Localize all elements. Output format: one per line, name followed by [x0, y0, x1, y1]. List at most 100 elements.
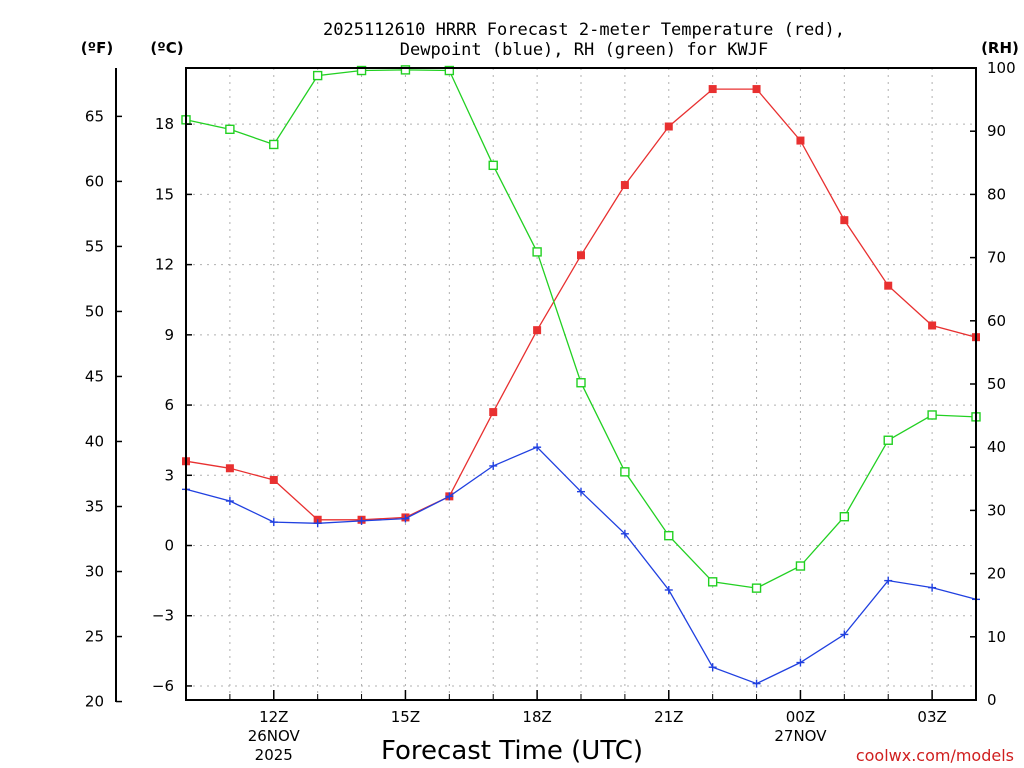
rh-point	[664, 530, 674, 541]
rh-point	[620, 467, 630, 477]
rh-point	[839, 512, 850, 522]
fahrenheit-tick-label: 20	[85, 693, 104, 711]
dewpoint-point	[708, 663, 717, 672]
rh-point	[488, 160, 498, 171]
x-tick-date-label: 26NOV	[248, 727, 301, 745]
x-tick-label: 00Z	[786, 708, 815, 726]
celsius-tick-label: 18	[155, 115, 174, 133]
x-axis-title: Forecast Time (UTC)	[381, 736, 643, 766]
x-tick-label: 12Z	[259, 708, 288, 726]
temperature-point	[620, 181, 629, 190]
rh-point	[927, 410, 937, 420]
x-tick-label: 18Z	[522, 708, 551, 726]
dewpoint-series	[182, 443, 980, 688]
fahrenheit-tick-label: 35	[85, 497, 104, 515]
chart-title-line2: Dewpoint (blue), RH (green) for KWJF	[400, 40, 768, 60]
dewpoint-point	[269, 518, 278, 527]
rh-point	[751, 583, 762, 593]
temperature-point	[796, 136, 805, 145]
dewpoint-point	[752, 679, 761, 688]
dewpoint-point	[533, 443, 542, 452]
credit-text: coolwx.com/models	[856, 746, 1014, 765]
temperature-point	[840, 216, 849, 225]
rh-axis-label: (RH)	[981, 39, 1019, 57]
rh-tick-label: 10	[987, 628, 1006, 646]
rh-tick-label: 20	[987, 565, 1006, 583]
fahrenheit-tick-label: 25	[85, 628, 104, 646]
rh-tick-label: 0	[987, 691, 997, 709]
celsius-axis-label: (ºC)	[150, 39, 183, 57]
x-tick-date-label: 27NOV	[774, 727, 827, 745]
temperature-series	[182, 85, 980, 524]
rh-point	[532, 247, 542, 257]
rh-tick-label: 50	[987, 375, 1006, 393]
rh-point	[312, 70, 323, 81]
dewpoint-point	[928, 583, 937, 592]
dewpoint-point	[401, 514, 410, 523]
dewpoint-point	[489, 461, 498, 470]
rh-point	[444, 65, 455, 76]
temperature-point	[489, 408, 498, 417]
rh-point	[225, 124, 235, 135]
series-layer	[181, 65, 981, 688]
temperature-point	[752, 85, 761, 94]
rh-tick-label: 80	[987, 185, 1006, 203]
celsius-tick-label: 15	[155, 185, 174, 203]
fahrenheit-tick-label: 40	[85, 432, 104, 450]
fahrenheit-tick-label: 60	[85, 172, 104, 190]
rh-tick-label: 100	[987, 59, 1016, 77]
grid-layer	[186, 68, 976, 700]
fahrenheit-tick-label: 45	[85, 367, 104, 385]
fahrenheit-tick-label: 55	[85, 237, 104, 255]
rh-tick-label: 30	[987, 501, 1006, 519]
temperature-point	[577, 251, 585, 260]
dewpoint-point	[577, 487, 585, 496]
celsius-tick-label: 9	[164, 326, 174, 344]
temperature-point	[708, 85, 717, 94]
fahrenheit-tick-label: 65	[85, 107, 104, 125]
x-tick-year-label: 2025	[255, 746, 293, 764]
rh-tick-label: 90	[987, 122, 1006, 140]
celsius-tick-label: 6	[164, 396, 174, 414]
rh-point	[400, 65, 411, 75]
celsius-tick-label: −6	[152, 677, 174, 695]
fahrenheit-axis-label: (ºF)	[81, 39, 113, 57]
rh-tick-label: 60	[987, 312, 1006, 330]
dewpoint-point	[445, 492, 454, 501]
rh-point	[795, 561, 806, 571]
dewpoint-point	[840, 630, 849, 639]
dewpoint-point	[313, 519, 322, 528]
fahrenheit-tick-label: 30	[85, 563, 104, 581]
rh-point	[356, 65, 367, 76]
rh-point	[883, 435, 893, 445]
temperature-point	[533, 326, 542, 335]
rh-tick-label: 40	[987, 438, 1006, 456]
temperature-point	[664, 122, 673, 131]
celsius-tick-label: 12	[155, 256, 174, 274]
fahrenheit-tick-label: 50	[85, 302, 104, 320]
rh-point	[707, 577, 718, 587]
rh-point	[269, 139, 279, 150]
dewpoint-point	[664, 585, 673, 594]
dewpoint-point	[620, 529, 629, 538]
rh-point	[576, 378, 586, 388]
chart-title-line1: 2025112610 HRRR Forecast 2-meter Tempera…	[323, 20, 845, 40]
temperature-point	[225, 464, 234, 473]
dewpoint-point	[884, 576, 893, 585]
dewpoint-point	[796, 658, 805, 667]
celsius-tick-label: 3	[164, 466, 174, 484]
axis-layer: 20253035404550556065−6−30369121518010203…	[85, 59, 1016, 764]
dewpoint-point	[357, 516, 366, 525]
celsius-tick-label: −3	[152, 607, 174, 625]
temperature-point	[269, 475, 278, 484]
x-tick-label: 15Z	[391, 708, 420, 726]
celsius-tick-label: 0	[164, 537, 174, 555]
dewpoint-point	[225, 497, 234, 506]
rh-series	[181, 65, 981, 593]
x-tick-label: 21Z	[654, 708, 683, 726]
temperature-point	[884, 281, 893, 290]
temperature-point	[928, 321, 937, 330]
rh-tick-label: 70	[987, 249, 1006, 267]
x-tick-label: 03Z	[917, 708, 946, 726]
